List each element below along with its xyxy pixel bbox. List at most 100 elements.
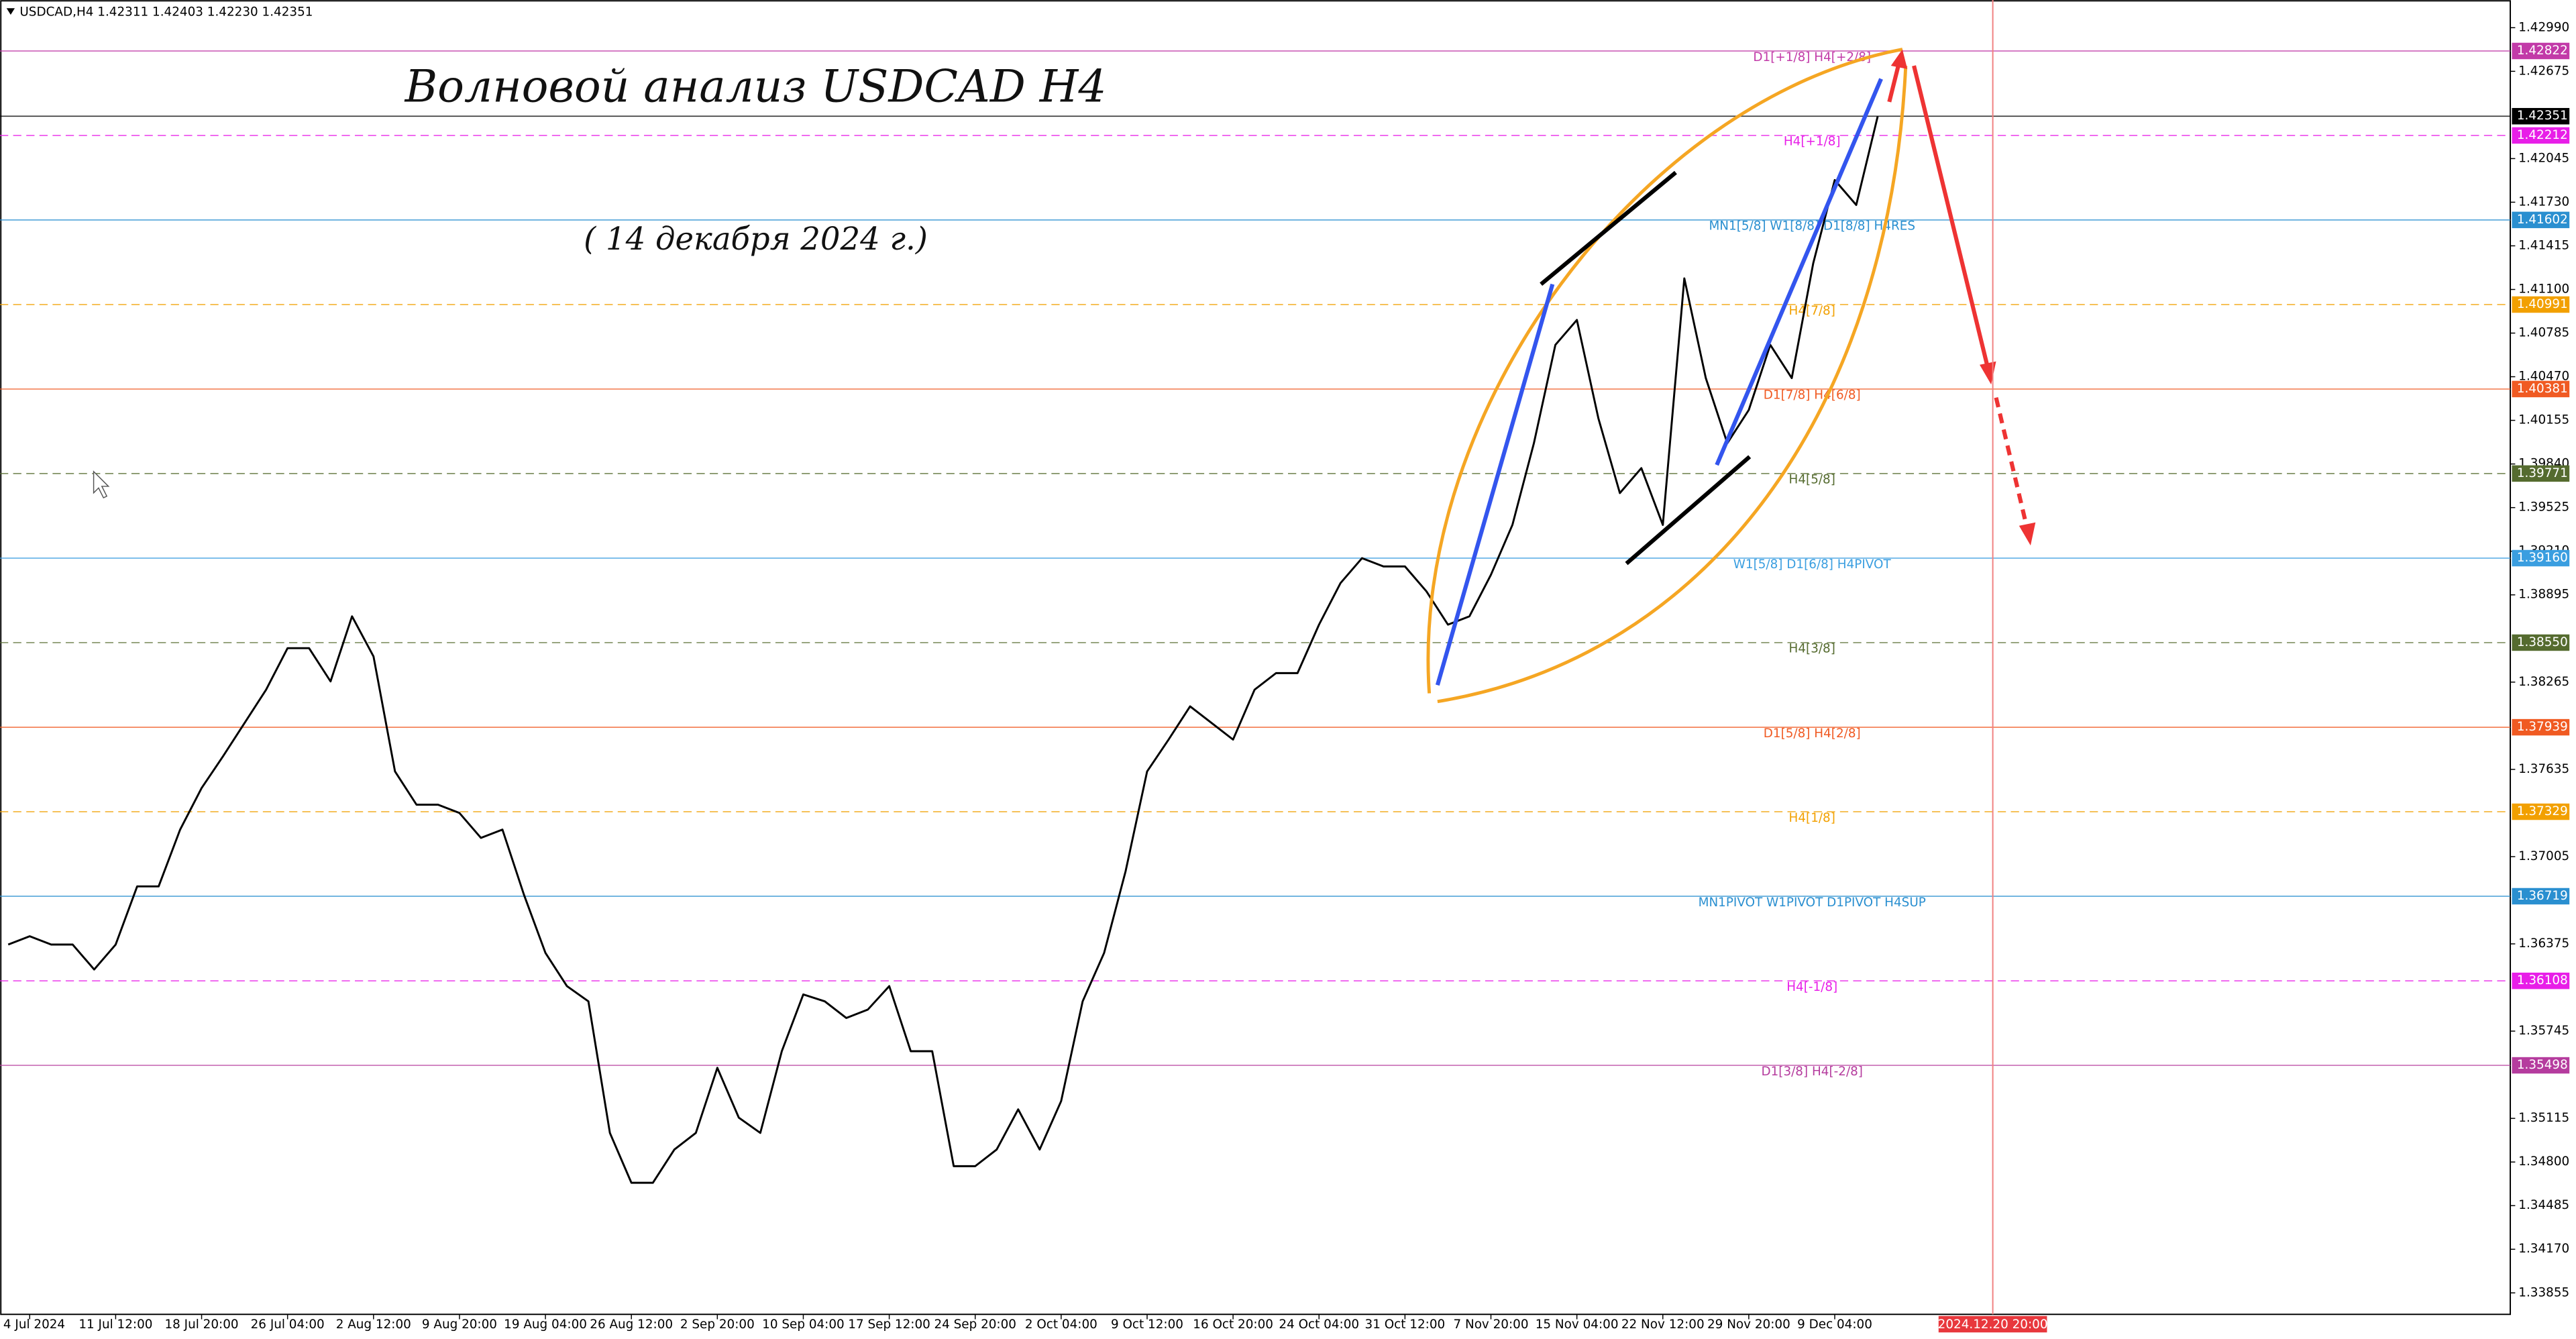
y-tick-label: 1.41415	[2518, 238, 2569, 252]
price-box-label: 1.42351	[2517, 109, 2568, 123]
plot-frame	[0, 0, 2512, 1316]
y-tick-label: 1.38895	[2518, 588, 2569, 602]
y-tick-label: 1.34800	[2518, 1155, 2569, 1169]
forecast-arrow	[1887, 62, 1901, 103]
level-label: H4[5/8]	[1789, 473, 1835, 487]
price-box	[2512, 42, 2570, 60]
y-tick-label: 1.37635	[2518, 762, 2569, 776]
annotations	[93, 48, 2036, 704]
price-box-label: 1.41602	[2517, 213, 2568, 227]
price-box	[2512, 888, 2570, 905]
x-tick-label: 9 Aug 20:00	[422, 1318, 497, 1332]
price-box	[2512, 296, 2570, 313]
x-tick-label: 11 Jul 12:00	[78, 1318, 152, 1332]
x-tick-label: 24 Oct 04:00	[1279, 1318, 1359, 1332]
y-tick-label: 1.42045	[2518, 151, 2569, 165]
price-layer	[7, 115, 1879, 1184]
price-box	[2512, 718, 2570, 736]
x-tick-label: 9 Oct 12:00	[1111, 1318, 1183, 1332]
level-label: MN1[5/8] W1[8/8] D1[8/8] H4RES	[1709, 219, 1915, 233]
y-tick-label: 1.40470	[2518, 370, 2569, 384]
header: USDCAD,H4 1.42311 1.42403 1.42230 1.4235…	[19, 5, 313, 19]
axes: 1.42990 1.42675 1.42045 1.41730 1.41415 1.411…	[3, 20, 2569, 1332]
price-box-label: 1.39160	[2517, 551, 2568, 565]
cursor	[93, 470, 110, 499]
x-tick-label: 2 Aug 12:00	[336, 1318, 411, 1332]
level-label: MN1PIVOT W1PIVOT D1PIVOT H4SUP	[1699, 896, 1926, 910]
price-box	[2512, 127, 2570, 144]
x-tick-label: 2 Oct 04:00	[1025, 1318, 1097, 1332]
y-tick-label: 1.42675	[2518, 64, 2569, 78]
price-box-label: 1.35498	[2517, 1058, 2568, 1072]
price-box-label: 1.42212	[2517, 128, 2568, 142]
levels: D1[+1/8] H4[+2/8] H4[+1/8] MN1[5/8] W1[8/8…	[0, 50, 2511, 1079]
wave-line	[1435, 283, 1555, 686]
orange-arc	[1426, 48, 1903, 694]
price-box-label: 1.39771	[2517, 466, 2568, 480]
x-tick-label: 31 Oct 12:00	[1365, 1318, 1446, 1332]
x-tick-label: 26 Jul 04:00	[251, 1318, 325, 1332]
future-time-label: 2024.12.20 20:00	[1938, 1318, 2048, 1332]
forecast-arrow	[1912, 65, 1990, 369]
arrow-head	[1980, 361, 1996, 385]
level-label: H4[3/8]	[1789, 642, 1835, 656]
channel-line	[1625, 455, 1752, 566]
price-box	[2512, 972, 2570, 989]
x-tick-label: 9 Dec 04:00	[1797, 1318, 1872, 1332]
level-label: W1[5/8] D1[6/8] H4PIVOT	[1733, 557, 1892, 572]
x-tick-label: 22 Nov 12:00	[1621, 1318, 1705, 1332]
level-label: H4[-1/8]	[1786, 980, 1837, 994]
forecast-arrow	[1994, 396, 2030, 530]
x-tick-label: 29 Nov 20:00	[1707, 1318, 1790, 1332]
price-box-label: 1.37329	[2517, 804, 2568, 818]
y-tick-label: 1.33855	[2518, 1285, 2569, 1299]
y-tick-label: 1.41100	[2518, 282, 2569, 296]
y-tick-label: 1.40155	[2518, 413, 2569, 427]
chart-subtitle: ( 14 декабря 2024 г.)	[584, 221, 928, 257]
price-box	[2512, 211, 2570, 229]
x-tick-label: 19 Aug 04:00	[504, 1318, 587, 1332]
x-tick-label: 24 Sep 20:00	[934, 1318, 1016, 1332]
y-tick-label: 1.41730	[2518, 195, 2569, 209]
price-box-label: 1.36108	[2517, 973, 2568, 987]
y-tick-label: 1.40785	[2518, 326, 2569, 340]
chart-title: Волновой анализ USDCAD H4	[405, 61, 1107, 113]
y-tick-label: 1.38265	[2518, 675, 2569, 689]
price-box	[2512, 107, 2570, 125]
level-label: D1[3/8] H4[-2/8]	[1761, 1065, 1863, 1079]
y-tick-label: 1.34485	[2518, 1198, 2569, 1212]
wave-line	[1715, 78, 1883, 466]
x-tick-label: 26 Aug 12:00	[590, 1318, 673, 1332]
price-box-label: 1.40991	[2517, 297, 2568, 311]
x-tick-label: 17 Sep 12:00	[848, 1318, 930, 1332]
price-box	[2512, 549, 2570, 567]
x-tick-label: 4 Jul 2024	[3, 1318, 65, 1332]
price-box	[2512, 1057, 2570, 1074]
x-tick-label: 15 Nov 04:00	[1536, 1318, 1619, 1332]
price-box	[2512, 634, 2570, 651]
x-tick-label: 18 Jul 20:00	[164, 1318, 238, 1332]
price-box-label: 1.40381	[2517, 382, 2568, 396]
x-tick-label: 7 Nov 20:00	[1453, 1318, 1528, 1332]
level-label: H4[7/8]	[1789, 304, 1835, 318]
price-box	[2512, 465, 2570, 482]
price-box	[2512, 380, 2570, 398]
orange-arc	[1437, 65, 1908, 704]
price-box-label: 1.42822	[2517, 44, 2568, 58]
y-tick-label: 1.35115	[2518, 1111, 2569, 1125]
level-label: D1[5/8] H4[2/8]	[1764, 727, 1861, 741]
arrow-head	[1890, 49, 1908, 69]
price-box-label: 1.36719	[2517, 889, 2568, 903]
y-tick-label: 1.36375	[2518, 936, 2569, 951]
price-box-label: 1.38550	[2517, 635, 2568, 649]
x-tick-label: 2 Sep 20:00	[680, 1318, 755, 1332]
price-box-label: 1.37939	[2517, 720, 2568, 734]
y-tick-label: 1.34170	[2518, 1242, 2569, 1256]
level-label: H4[1/8]	[1789, 811, 1835, 825]
price-box	[2512, 803, 2570, 820]
y-tick-label: 1.39525	[2518, 500, 2569, 515]
x-tick-label: 16 Oct 20:00	[1193, 1318, 1273, 1332]
